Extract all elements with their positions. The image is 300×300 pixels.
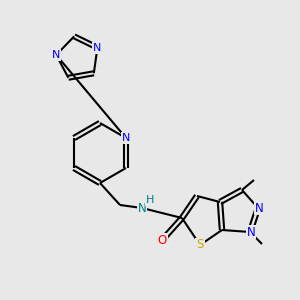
Text: H: H xyxy=(146,195,154,205)
Text: O: O xyxy=(158,233,166,247)
Text: N: N xyxy=(138,202,146,214)
Text: N: N xyxy=(247,226,255,238)
Text: S: S xyxy=(196,238,204,251)
Text: N: N xyxy=(255,202,263,214)
Text: N: N xyxy=(52,50,60,60)
Text: N: N xyxy=(93,43,102,53)
Text: N: N xyxy=(122,133,130,143)
